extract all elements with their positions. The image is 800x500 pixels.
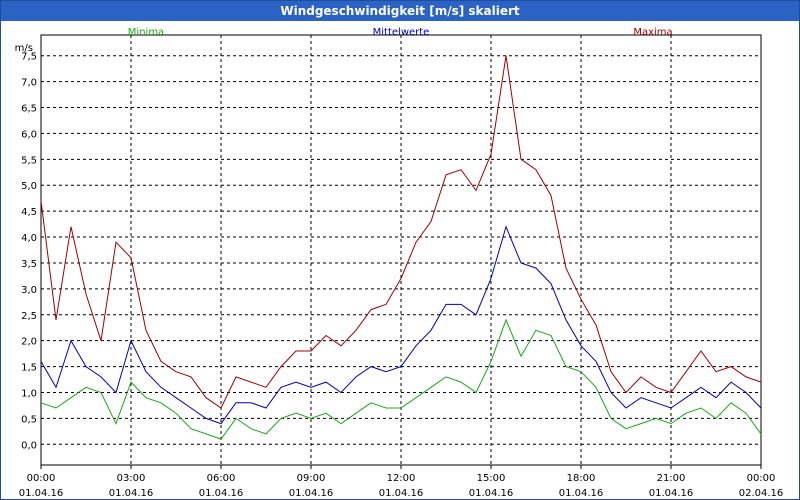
x-tick-time-label: 12:00 — [387, 473, 416, 484]
y-tick-label: 0,5 — [21, 414, 37, 425]
x-tick-date-label: 01.04.16 — [379, 488, 424, 499]
x-tick-date-label: 01.04.16 — [649, 488, 694, 499]
y-tick-label: 4,0 — [21, 233, 37, 244]
plot-frame — [40, 34, 762, 466]
x-tick-date-label: 01.04.16 — [289, 488, 334, 499]
x-tick-time-label: 03:00 — [117, 473, 146, 484]
y-axis: 0,0 0,5 1,0 1,5 2,0 2,5 3,0 3,5 4,0 4,5 5,0 5,5 6,0 6… — [21, 52, 37, 452]
window-title: Windgeschwindigkeit [m/s] skaliert — [1, 1, 799, 21]
y-tick-label: 7,0 — [21, 78, 37, 89]
series-layer — [40, 55, 762, 440]
x-tick-date-label: 01.04.16 — [469, 488, 514, 499]
x-tick-time-label: 00:00 — [747, 473, 776, 484]
y-tick-label: 3,5 — [21, 259, 37, 270]
x-tick-time-label: 00:00 — [27, 473, 56, 484]
y-tick-label: 1,0 — [21, 388, 37, 399]
x-tick-time-label: 09:00 — [297, 473, 326, 484]
y-tick-label: 4,5 — [21, 207, 37, 218]
x-tick-date-label: 02.04.16 — [739, 488, 784, 499]
legend-maxima: Maxima — [633, 27, 672, 38]
x-tick-time-label: 06:00 — [207, 473, 236, 484]
x-tick-date-label: 01.04.16 — [559, 488, 604, 499]
x-tick-date-label: 01.04.16 — [199, 488, 244, 499]
y-tick-label: 6,0 — [21, 129, 37, 140]
x-tick-time-label: 15:00 — [477, 473, 506, 484]
x-tick-date-label: 01.04.16 — [109, 488, 154, 499]
y-tick-label: 2,0 — [21, 337, 37, 348]
chart-canvas: 0,0 0,5 1,0 1,5 2,0 2,5 3,0 3,5 4,0 4,5 5,0 5,5 6,0 6… — [15, 27, 784, 499]
mittelwerte-line — [40, 225, 762, 425]
x-tick-time-label: 18:00 — [567, 473, 596, 484]
maxima-line — [40, 55, 762, 409]
grid — [41, 35, 761, 465]
y-tick-label: 7,5 — [21, 52, 37, 63]
legend-minima: Minima — [128, 27, 164, 38]
y-tick-label: 2,5 — [21, 311, 37, 322]
y-axis-unit-label: m/s — [15, 43, 33, 54]
minima-line — [40, 318, 762, 440]
x-axis: 00:00 01.04.16 03:00 01.04.16 06:00 01.04.16 0… — [19, 465, 784, 499]
y-tick-label: 3,0 — [21, 285, 37, 296]
y-tick-label: 1,5 — [21, 363, 37, 374]
x-tick-date-label: 01.04.16 — [19, 488, 64, 499]
y-tick-label: 5,0 — [21, 181, 37, 192]
x-tick-time-label: 21:00 — [657, 473, 686, 484]
y-tick-label: 0,0 — [21, 440, 37, 451]
y-tick-label: 5,5 — [21, 155, 37, 166]
y-tick-label: 6,5 — [21, 104, 37, 115]
legend-mittelwerte: Mittelwerte — [373, 27, 430, 38]
